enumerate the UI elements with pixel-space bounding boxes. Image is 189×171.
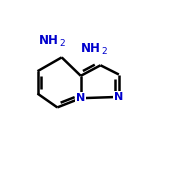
Text: 2: 2 — [60, 40, 65, 48]
Text: 2: 2 — [101, 47, 107, 56]
Text: N: N — [114, 92, 123, 102]
Text: NH: NH — [39, 34, 59, 47]
Text: N: N — [76, 93, 85, 103]
Text: NH: NH — [81, 42, 101, 55]
